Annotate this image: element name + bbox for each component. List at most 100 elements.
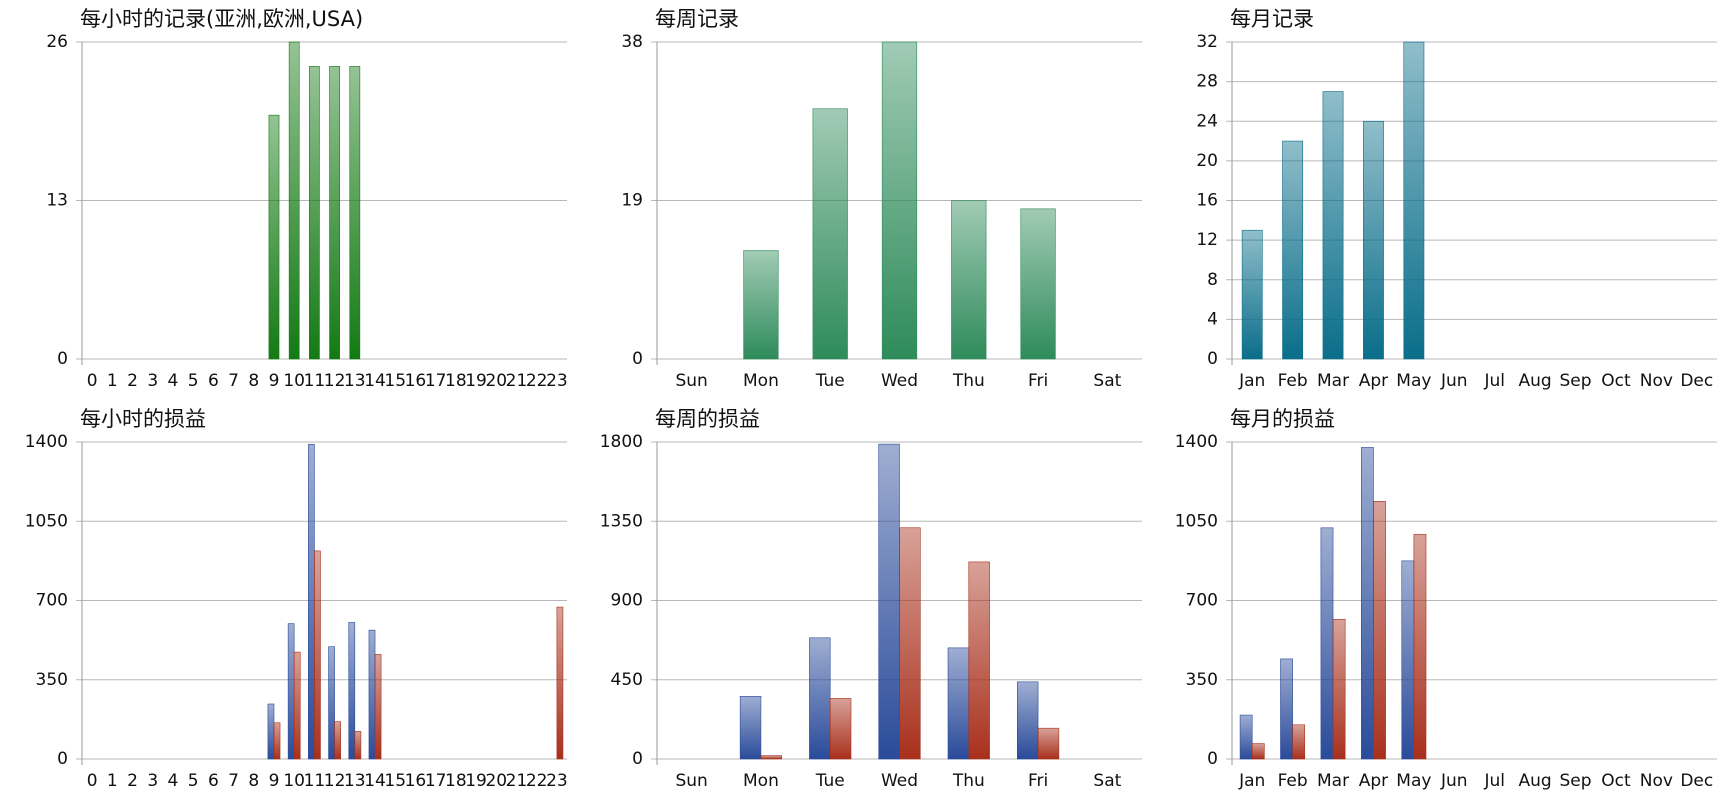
y-tick-label: 350: [36, 670, 68, 690]
bar: [1413, 534, 1427, 760]
x-tick-label: 16: [405, 771, 427, 791]
x-tick-label: 16: [405, 371, 427, 391]
x-tick-label: Mon: [743, 371, 779, 391]
x-tick-label: 11: [304, 771, 326, 791]
bar: [287, 623, 295, 760]
y-tick-label: 1050: [25, 511, 68, 531]
x-tick-label: 14: [364, 371, 386, 391]
chart-title: 每周的损益: [655, 407, 760, 431]
y-tick-label: 12: [1196, 230, 1218, 250]
x-tick-label: Tue: [815, 371, 845, 391]
x-tick-label: 19: [465, 371, 487, 391]
y-tick-label: 0: [1207, 749, 1218, 769]
x-tick-label: 11: [304, 371, 326, 391]
x-tick-label: 10: [283, 371, 305, 391]
x-tick-label: Sun: [675, 771, 707, 791]
y-tick-label: 0: [632, 749, 643, 769]
bar: [1320, 527, 1334, 760]
bar: [1020, 208, 1056, 360]
x-tick-label: 13: [344, 771, 366, 791]
x-tick-label: Feb: [1278, 371, 1308, 391]
y-tick-label: 26: [46, 32, 68, 52]
x-tick-label: Apr: [1359, 771, 1388, 791]
x-tick-label: Nov: [1640, 371, 1673, 391]
bar: [809, 637, 831, 760]
x-tick-label: 13: [344, 371, 366, 391]
x-tick-label: 19: [465, 771, 487, 791]
x-tick-label: Sep: [1560, 371, 1592, 391]
bar: [267, 703, 275, 760]
y-tick-label: 8: [1207, 270, 1218, 290]
y-tick-label: 1400: [25, 432, 68, 452]
x-tick-label: 8: [248, 371, 259, 391]
x-tick-label: 7: [228, 771, 239, 791]
bar: [760, 755, 783, 760]
x-tick-label: Jan: [1238, 771, 1265, 791]
y-tick-label: 1800: [600, 432, 643, 452]
x-tick-label: Oct: [1601, 371, 1631, 391]
bar: [899, 527, 921, 760]
bar: [1251, 743, 1265, 760]
chart-panel: 每月的损益 0 350 700 1050 1400 Jan Feb Mar Apr May Jun Ju…: [1175, 407, 1717, 791]
x-tick-label: 5: [188, 771, 199, 791]
x-tick-label: 21: [506, 371, 528, 391]
y-tick-label: 0: [1207, 349, 1218, 369]
chart-title: 每小时的损益: [80, 407, 206, 431]
x-tick-label: Dec: [1680, 771, 1713, 791]
x-tick-label: 21: [506, 771, 528, 791]
y-tick-label: 38: [621, 32, 643, 52]
bar: [308, 443, 315, 760]
y-tick-label: 13: [46, 191, 68, 211]
chart-panel: 每周记录 0 19 38 Sun Mon Tue Wed Thu Fri Sat: [621, 7, 1142, 391]
x-tick-label: 2: [127, 771, 138, 791]
x-tick-label: 8: [248, 771, 259, 791]
x-tick-label: 23: [546, 371, 568, 391]
bar: [1280, 658, 1293, 760]
x-tick-label: 2: [127, 371, 138, 391]
x-tick-label: 20: [485, 371, 507, 391]
x-tick-label: Feb: [1278, 771, 1308, 791]
y-tick-label: 0: [57, 349, 68, 369]
x-tick-label: Thu: [952, 771, 985, 791]
x-tick-label: 3: [147, 771, 158, 791]
bar: [556, 606, 564, 760]
y-tick-label: 19: [621, 191, 643, 211]
bar: [1332, 618, 1346, 760]
y-tick-label: 24: [1196, 111, 1218, 131]
x-tick-label: 1: [107, 771, 118, 791]
bar: [1322, 91, 1344, 360]
bar: [947, 647, 970, 760]
x-tick-label: 15: [384, 371, 406, 391]
y-tick-label: 0: [632, 349, 643, 369]
x-tick-label: 7: [228, 371, 239, 391]
x-tick-label: 4: [168, 771, 179, 791]
chart-title: 每月记录: [1230, 7, 1314, 31]
y-tick-label: 700: [1186, 591, 1218, 611]
bar: [1282, 140, 1304, 360]
x-tick-label: Jun: [1440, 371, 1468, 391]
bar: [1363, 120, 1384, 360]
x-tick-label: 14: [364, 771, 386, 791]
y-tick-label: 4: [1207, 309, 1218, 329]
x-tick-label: Wed: [881, 371, 918, 391]
x-tick-label: 15: [384, 771, 406, 791]
bar: [349, 66, 361, 360]
bar: [273, 722, 281, 760]
x-tick-label: 9: [269, 371, 280, 391]
x-tick-label: 9: [269, 771, 280, 791]
x-tick-label: 0: [87, 371, 98, 391]
x-tick-label: Oct: [1601, 771, 1631, 791]
x-tick-label: Jul: [1483, 771, 1505, 791]
y-tick-label: 1350: [600, 511, 643, 531]
x-tick-label: Apr: [1359, 371, 1388, 391]
bar: [374, 654, 382, 760]
x-tick-label: 12: [324, 771, 346, 791]
x-tick-label: Tue: [815, 771, 845, 791]
bar: [812, 108, 848, 360]
x-tick-label: Sat: [1093, 371, 1121, 391]
x-tick-label: 1: [107, 371, 118, 391]
